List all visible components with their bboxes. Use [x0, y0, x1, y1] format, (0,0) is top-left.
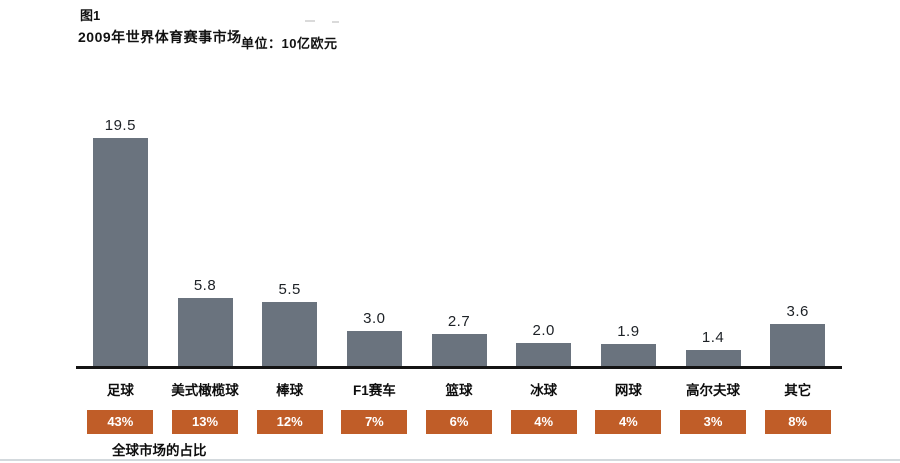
bar-column: 2.7 [417, 103, 502, 366]
badge-cell: 4% [586, 410, 671, 434]
badge-cell: 3% [671, 410, 756, 434]
category-label: 足球 [106, 383, 134, 398]
footnote-global-share: 全球市场的占比 [112, 443, 207, 458]
bar-rect [516, 343, 572, 366]
category-label: 高尔夫球 [686, 383, 741, 398]
bar-value-label: 2.7 [447, 313, 471, 330]
bar-rect [431, 334, 487, 366]
share-percent-badge: 7% [341, 410, 408, 434]
x-axis-line [76, 366, 842, 369]
bar-column: 19.5 [78, 103, 163, 366]
badge-cell: 8% [755, 410, 840, 434]
unit-label: 单位：10亿欧元 [241, 36, 338, 51]
share-percent-badge: 6% [426, 410, 493, 434]
bar-rect [770, 324, 826, 366]
share-percent-badge: 3% [680, 410, 747, 434]
bar-value-label: 19.5 [104, 117, 136, 134]
bar-column: 1.9 [586, 103, 671, 366]
bar-value-label: 3.0 [363, 310, 386, 327]
badge-cell: 12% [247, 410, 332, 434]
category-label: 其它 [784, 383, 812, 398]
badge-cell: 7% [332, 410, 417, 434]
category-label: 棒球 [276, 383, 304, 398]
share-percent-badge: 43% [87, 410, 154, 434]
share-badges-row: 43% 13% 12% 7% 6% 4% 4% 3% 8% [78, 410, 840, 434]
share-percent-badge: 4% [595, 410, 662, 434]
bar-column: 5.8 [163, 103, 248, 366]
share-percent-badge: 13% [172, 410, 238, 434]
category-label: 美式橄榄球 [171, 383, 239, 398]
bar-value-label: 1.9 [617, 323, 640, 340]
share-percent-badge: 4% [510, 410, 577, 434]
share-percent-badge: 12% [256, 410, 323, 434]
badge-cell: 6% [417, 410, 502, 434]
scan-artifact-dash [305, 20, 315, 22]
chart-title: 2009年世界体育赛事市场 [78, 29, 242, 45]
bar-value-label: 5.8 [193, 277, 217, 294]
share-percent-badge: 8% [764, 410, 831, 434]
badge-cell: 13% [163, 410, 248, 434]
bottom-divider-line [0, 459, 900, 461]
bars-row: 19.5 5.8 5.5 3.0 2.7 2.0 1.9 1.4 3.6 [78, 103, 840, 366]
bar-column: 3.6 [755, 103, 840, 366]
bar-value-label: 3.6 [786, 303, 809, 320]
scan-artifact-dash [332, 21, 339, 23]
bar-rect [177, 298, 233, 366]
badge-cell: 4% [501, 410, 586, 434]
bar-value-label: 1.4 [701, 329, 725, 346]
category-labels-row: 足球 美式橄榄球 棒球 F1赛车 篮球 冰球 网球 高尔夫球 其它 [78, 379, 840, 399]
bar-column: 2.0 [501, 103, 586, 366]
bar-column: 3.0 [332, 103, 417, 366]
bar-rect [346, 331, 402, 366]
bar-rect [92, 138, 148, 366]
category-label: F1赛车 [352, 383, 396, 398]
bar-rect [600, 344, 656, 366]
bar-value-label: 5.5 [278, 281, 301, 298]
bar-rect [262, 302, 318, 366]
category-label: 网球 [614, 383, 642, 398]
bar-column: 1.4 [671, 103, 756, 366]
category-label: 冰球 [530, 383, 558, 398]
category-label: 篮球 [445, 383, 473, 398]
bar-column: 5.5 [247, 103, 332, 366]
badge-cell: 43% [78, 410, 163, 434]
figure-label: 图1 [80, 8, 101, 23]
bar-rect [685, 350, 741, 366]
bar-value-label: 2.0 [532, 322, 555, 339]
